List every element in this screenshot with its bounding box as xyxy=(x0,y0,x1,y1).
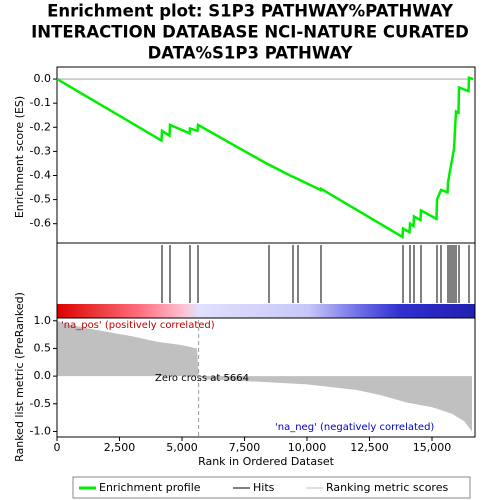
x-tick-label: 0 xyxy=(54,441,61,454)
x-tick-label: 7,500 xyxy=(229,441,261,454)
y-tick-label: -0.1 xyxy=(30,96,51,109)
y-tick-label: -0.5 xyxy=(30,397,51,410)
legend xyxy=(72,476,471,499)
y-tick-label: 1.0 xyxy=(34,314,52,327)
x-tick-label: 5,000 xyxy=(166,441,198,454)
annotation: 'na_pos' (positively correlated) xyxy=(61,320,215,331)
annotation: Zero cross at 5664 xyxy=(155,373,249,384)
y-tick-label: 0.0 xyxy=(34,369,52,382)
es-line xyxy=(56,76,474,240)
x-tick-label: 2,500 xyxy=(104,441,136,454)
chart-title: DATA%S1P3 PATHWAY xyxy=(148,44,354,63)
color-bar xyxy=(57,304,475,318)
y-tick-label: -0.3 xyxy=(30,144,51,157)
chart-title: INTERACTION DATABASE NCI-NATURE CURATED xyxy=(31,23,469,42)
y-tick-label: -0.4 xyxy=(30,168,51,181)
chart-title: Enrichment plot: S1P3 PATHWAY%PATHWAY xyxy=(47,2,454,21)
y-tick-label: 0.5 xyxy=(34,341,52,354)
legend-label: Enrichment profile xyxy=(99,481,201,494)
x-tick-label: 12,500 xyxy=(350,441,389,454)
x-tick-label: 10,000 xyxy=(288,441,327,454)
annotation: 'na_neg' (negatively correlated) xyxy=(275,422,434,433)
legend-label: Hits xyxy=(253,481,275,494)
y-tick-label: -0.6 xyxy=(30,217,51,230)
y-axis-label: Enrichment score (ES) xyxy=(13,96,26,218)
y-axis-label: Ranked list metric (PreRanked) xyxy=(13,292,26,462)
x-tick-label: 15,000 xyxy=(413,441,452,454)
legend-label: Ranking metric scores xyxy=(326,481,448,494)
y-tick-label: 0.0 xyxy=(34,72,52,85)
x-axis-label: Rank in Ordered Dataset xyxy=(198,455,335,468)
y-tick-label: -1.0 xyxy=(30,424,51,437)
metric-area xyxy=(57,320,472,432)
y-tick-label: -0.5 xyxy=(30,193,51,206)
y-tick-label: -0.2 xyxy=(30,120,51,133)
frame xyxy=(56,66,476,438)
